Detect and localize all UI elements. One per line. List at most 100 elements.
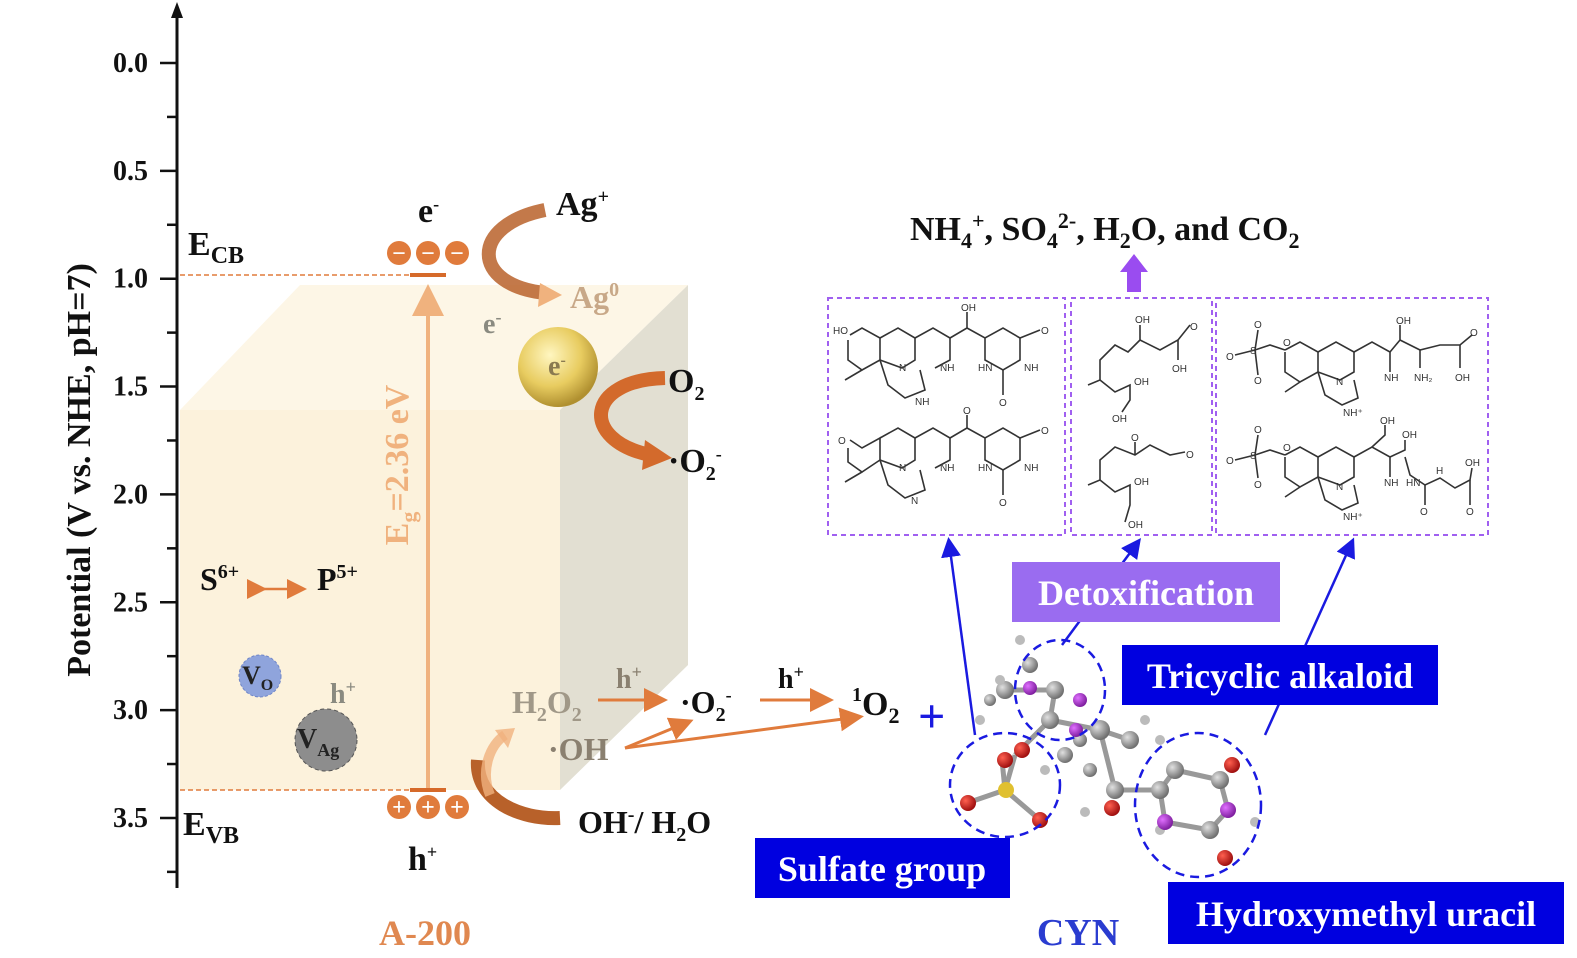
svg-text:O: O — [1283, 338, 1291, 349]
svg-text:OH: OH — [961, 303, 976, 314]
plus-sign: + — [918, 690, 945, 743]
ag-arrowhead-icon — [538, 283, 562, 307]
svg-text:HN: HN — [978, 463, 992, 474]
tick-label: 2.0 — [113, 479, 148, 510]
svg-text:NH: NH — [1384, 478, 1398, 489]
structure-1a: HO OH N NH HN NH O NH O — [833, 303, 1049, 409]
svg-text:OH: OH — [1134, 477, 1149, 488]
svg-text:O: O — [1190, 322, 1198, 333]
svg-text:OH: OH — [1135, 315, 1150, 326]
axis-arrow-icon — [171, 2, 183, 18]
hole-label: h+ — [408, 841, 437, 878]
tick-label: 0.0 — [113, 48, 148, 79]
svg-text:O: O — [1226, 352, 1234, 363]
singlet-oxygen-label: 1O2 — [852, 684, 899, 728]
cyn-molecule-model — [948, 635, 1263, 879]
svg-text:HO: HO — [833, 326, 848, 337]
svg-text:−: − — [392, 241, 406, 267]
svg-text:OH: OH — [1396, 316, 1411, 327]
svg-text:NH⁺: NH⁺ — [1343, 408, 1363, 419]
o2-curved-arrow — [594, 371, 666, 462]
up-arrow-icon — [1120, 254, 1148, 292]
svg-text:H: H — [1436, 466, 1443, 477]
svg-text:HN: HN — [1406, 478, 1420, 489]
svg-text:N: N — [911, 496, 918, 507]
svg-text:OH: OH — [1134, 377, 1149, 388]
tick-label: 1.5 — [113, 372, 148, 403]
svg-text:S: S — [1250, 451, 1257, 462]
svg-text:O: O — [1254, 480, 1262, 491]
h-arrow2-label: h+ — [778, 662, 804, 695]
o2-label: O2 — [668, 363, 704, 405]
oh-to-superoxide-arrow — [624, 717, 694, 750]
cyn-label: CYN — [1037, 912, 1119, 954]
crystal-block — [180, 285, 688, 790]
svg-text:−: − — [421, 241, 435, 267]
svg-text:O: O — [1420, 507, 1428, 518]
evb-label: EVB — [183, 806, 239, 849]
detoxification-tag: Detoxification — [1012, 562, 1280, 622]
svg-text:O: O — [1283, 443, 1291, 454]
intermediate-boxes — [827, 297, 1489, 536]
svg-text:O: O — [1131, 433, 1139, 444]
svg-text:+: + — [450, 795, 464, 821]
vacancy-hole-label: h+ — [330, 677, 356, 710]
svg-text:OH: OH — [1172, 364, 1187, 375]
svg-text:Hydroxymethyl uracil: Hydroxymethyl uracil — [1196, 894, 1536, 934]
h2o2-label: H2O2 — [512, 684, 582, 726]
svg-text:OH: OH — [1112, 414, 1127, 425]
svg-text:OH: OH — [1465, 458, 1480, 469]
e-transfer-label: e- — [483, 307, 501, 340]
vo-label: VO — [242, 661, 273, 694]
silver-vacancy — [294, 708, 358, 772]
tricyclic-alkaloid-tag: Tricyclic alkaloid — [1122, 645, 1438, 705]
svg-text:O: O — [1470, 328, 1478, 339]
structure-1b: O O N NH HN NH O N O — [838, 406, 1049, 509]
structure-3b: O O S O O OH OH N NH HN H OH O O NH⁺ — [1226, 416, 1480, 523]
sample-label: A-200 — [379, 913, 471, 953]
svg-text:−: − — [450, 241, 464, 267]
o2-arrowhead-icon — [642, 440, 672, 470]
p5-label: P5+ — [317, 561, 358, 597]
svg-text:N: N — [899, 463, 906, 474]
svg-text:O: O — [999, 498, 1007, 509]
axis-label: Potential (V vs. NHE, pH=7) — [61, 263, 98, 677]
svg-text:S: S — [1250, 346, 1257, 357]
svg-text:NH⁺: NH⁺ — [1343, 512, 1363, 523]
svg-text:+: + — [392, 795, 406, 821]
svg-text:NH₂: NH₂ — [1414, 373, 1432, 384]
superoxide-label: ·O2- — [668, 443, 722, 485]
svg-text:O: O — [999, 398, 1007, 409]
svg-text:Detoxification: Detoxification — [1038, 573, 1254, 613]
tick-label: 0.5 — [113, 156, 148, 187]
svg-text:OH: OH — [1128, 520, 1143, 531]
svg-text:O: O — [1041, 426, 1049, 437]
ecb-label: ECB — [188, 226, 244, 269]
holes: + + + — [387, 795, 469, 821]
svg-text:NH: NH — [1024, 463, 1038, 474]
structure-2a: OH O OH OH OH — [1087, 315, 1198, 425]
svg-text:OH: OH — [1455, 373, 1470, 384]
svg-text:NH: NH — [940, 363, 954, 374]
svg-text:O: O — [1186, 450, 1194, 461]
tick-label: 3.5 — [113, 803, 148, 834]
bandgap-label: Eg=2.36 eV — [379, 384, 421, 545]
structure-3a: O O S O O OH N NH NH₂ O OH NH⁺ — [1226, 316, 1478, 419]
electrons: − − − — [387, 241, 469, 267]
svg-text:N: N — [899, 363, 906, 374]
tick-label: 3.0 — [113, 695, 148, 726]
tick-label: 2.5 — [113, 587, 148, 618]
hydroxyl-radical-label: ·OH — [548, 731, 609, 767]
svg-text:O: O — [1226, 456, 1234, 467]
h-arrow1-label: h+ — [616, 662, 642, 695]
svg-text:OH: OH — [1402, 430, 1417, 441]
svg-text:NH: NH — [1024, 363, 1038, 374]
ag-plus-label: Ag+ — [556, 186, 609, 223]
oh-water-label: OH-/ H2O — [578, 804, 711, 846]
svg-text:OH: OH — [1380, 416, 1395, 427]
svg-text:N: N — [1336, 377, 1343, 388]
svg-text:NH: NH — [940, 463, 954, 474]
svg-text:Sulfate group: Sulfate group — [778, 849, 986, 889]
svg-text:O: O — [1466, 507, 1474, 518]
